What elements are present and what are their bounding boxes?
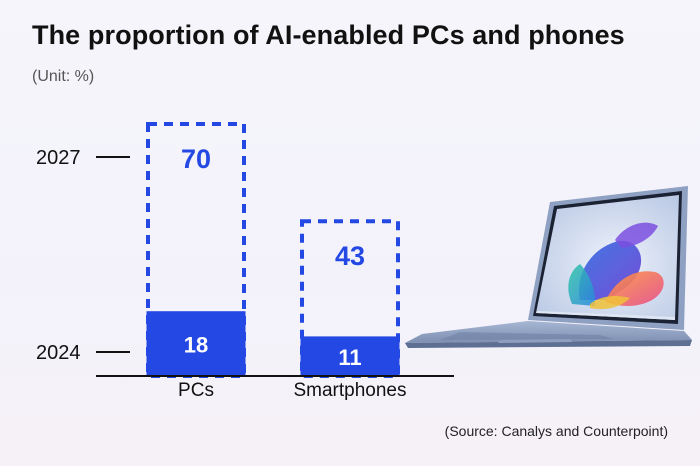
value-label-2027: 70: [181, 144, 211, 174]
category-label: Smartphones: [293, 380, 406, 401]
value-label-2027: 43: [335, 241, 365, 271]
value-label-2024: 18: [184, 333, 208, 358]
bar-2027-smartphones: [300, 219, 400, 378]
year-label-2027: 2027: [36, 147, 81, 169]
bar-2024-pcs: [146, 311, 246, 376]
unit-label: (Unit: %): [32, 68, 95, 85]
bar-2027-pcs: [146, 122, 246, 378]
category-label: PCs: [178, 380, 214, 401]
value-label-2024: 11: [338, 345, 361, 370]
bar-2024-smartphones: [300, 336, 400, 376]
source-note: (Source: Canalys and Counterpoint): [444, 423, 668, 439]
chart-title: The proportion of AI-enabled PCs and pho…: [32, 20, 625, 50]
year-label-2024: 2024: [36, 342, 81, 364]
laptop-icon: [405, 186, 692, 348]
